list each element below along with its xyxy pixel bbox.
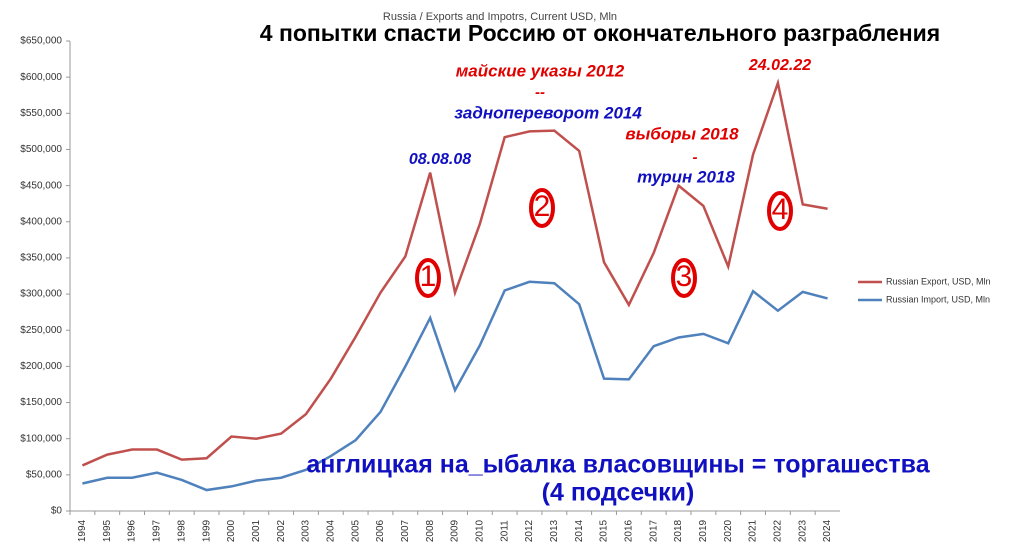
chart-title: Russia / Exports and Impotrs, Current US… [383, 11, 617, 23]
x-tick-label: 1996 [127, 519, 138, 542]
annotation-circle [767, 191, 793, 231]
annotation: 1 [420, 260, 437, 293]
x-tick-label: 2005 [350, 519, 361, 542]
annotation: задноперево­рот 2014 [454, 103, 642, 122]
annotation: 4 [772, 193, 789, 226]
y-tick-label: $500,000 [20, 144, 62, 155]
y-tick-label: $150,000 [20, 397, 62, 408]
x-tick-label: 2022 [773, 519, 784, 542]
x-tick-label: 2017 [648, 519, 659, 542]
x-tick-label: 2011 [499, 520, 510, 542]
x-tick-label: 2004 [325, 519, 336, 542]
x-tick-label: 2018 [673, 519, 684, 542]
y-tick-label: $250,000 [20, 325, 62, 336]
x-tick-label: 2010 [474, 519, 485, 542]
y-tick-label: $550,000 [20, 108, 62, 119]
y-tick-label: $200,000 [20, 361, 62, 372]
y-tick-label: $450,000 [20, 180, 62, 191]
y-tick-label: $0 [51, 506, 63, 517]
x-tick-label: 1997 [152, 519, 163, 542]
annotation-circle [415, 258, 441, 298]
x-tick-label: 2024 [822, 519, 833, 542]
series-line [81, 78, 828, 467]
annotation: 4 попытки спасти Россию от окончательног… [260, 20, 940, 46]
x-tick-label: 2009 [450, 519, 461, 542]
y-tick-label: $400,000 [20, 216, 62, 227]
x-tick-label: 1995 [102, 519, 113, 542]
y-tick-label: $300,000 [20, 289, 62, 300]
x-tick-label: 1998 [176, 519, 187, 542]
annotation: англицкая на_ыбалка власовщины = торгаше… [306, 451, 930, 479]
x-tick-label: 2007 [400, 519, 411, 542]
y-tick-label: $600,000 [20, 72, 62, 83]
x-tick-label: 2020 [723, 519, 734, 542]
annotation: 08.08.08 [409, 151, 471, 168]
annotation: -- [535, 84, 545, 101]
annotation: (4 подсечки) [542, 479, 695, 507]
y-tick-label: $50,000 [26, 469, 63, 480]
x-tick-label: 2008 [425, 519, 436, 542]
y-tick-label: $650,000 [20, 36, 62, 47]
annotation-circle [529, 188, 555, 228]
series-line [82, 280, 828, 492]
annotation: выборы 2018 [625, 124, 739, 143]
x-tick-label: 2001 [251, 519, 262, 542]
x-tick-label: 2000 [226, 519, 237, 542]
legend-label: Russian Export, USD, Mln [886, 276, 991, 286]
x-tick-label: 2015 [599, 519, 610, 542]
x-tick-label: 2003 [301, 519, 312, 542]
x-tick-label: 1999 [201, 519, 212, 542]
x-tick-label: 1994 [77, 519, 88, 542]
x-tick-label: 2002 [276, 519, 287, 542]
x-tick-label: 2013 [549, 519, 560, 542]
x-tick-label: 2023 [797, 519, 808, 542]
annotation: турин 2018 [637, 167, 735, 186]
annotation: 2 [534, 190, 551, 223]
legend-label: Russian Import, USD, Mln [886, 294, 990, 304]
y-tick-label: $100,000 [20, 433, 62, 444]
annotation: 24.02.22 [748, 57, 811, 74]
annotation: майские указы 2012 [456, 61, 625, 80]
x-tick-label: 2019 [698, 519, 709, 542]
y-tick-label: $350,000 [20, 253, 62, 264]
annotation: - [693, 149, 698, 166]
annotation-circle [671, 258, 697, 298]
annotation: 3 [676, 260, 693, 293]
x-tick-label: 2014 [574, 519, 585, 542]
x-tick-label: 2012 [524, 519, 535, 542]
x-tick-label: 2006 [375, 519, 386, 542]
x-tick-label: 2021 [748, 519, 759, 542]
x-tick-label: 2016 [624, 519, 635, 542]
